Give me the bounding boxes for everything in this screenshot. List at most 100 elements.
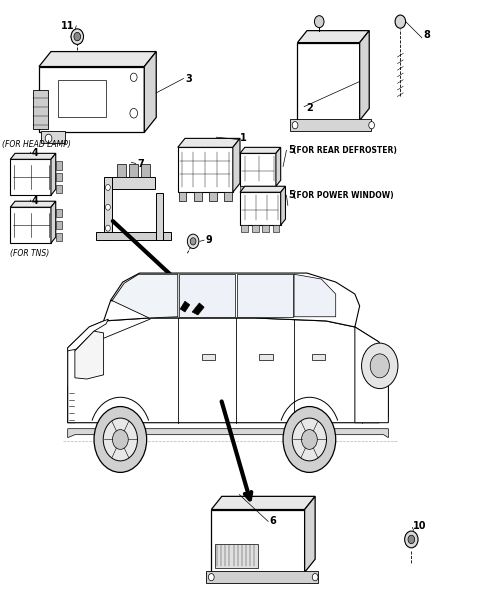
Circle shape (208, 574, 214, 581)
Text: 9: 9 (205, 235, 212, 245)
Text: 5: 5 (288, 190, 295, 200)
Polygon shape (68, 319, 108, 351)
Circle shape (103, 418, 137, 461)
Circle shape (187, 234, 199, 248)
Polygon shape (305, 496, 315, 572)
Bar (56, 221, 62, 229)
Bar (273, 224, 279, 232)
Bar (10, 207, 51, 243)
Bar (41, 131, 65, 143)
Bar (252, 224, 259, 232)
Polygon shape (294, 274, 336, 317)
Circle shape (130, 109, 138, 118)
Bar (178, 148, 233, 192)
Bar (10, 160, 51, 195)
Circle shape (106, 225, 110, 231)
Polygon shape (51, 154, 56, 195)
Text: 6: 6 (270, 517, 276, 526)
Polygon shape (68, 429, 388, 437)
Polygon shape (68, 384, 75, 423)
Circle shape (361, 343, 398, 389)
Bar (262, 224, 269, 232)
Circle shape (190, 238, 196, 245)
Circle shape (131, 73, 137, 82)
Polygon shape (211, 496, 315, 509)
Circle shape (314, 16, 324, 28)
Polygon shape (360, 31, 369, 121)
Circle shape (94, 407, 147, 472)
Bar (58, 80, 106, 118)
Bar (194, 191, 202, 200)
Bar (298, 43, 360, 121)
Text: (FOR REAR DEFROSTER): (FOR REAR DEFROSTER) (293, 146, 396, 155)
Polygon shape (104, 273, 360, 327)
Polygon shape (180, 301, 190, 312)
Text: 3: 3 (185, 74, 192, 83)
Circle shape (106, 204, 110, 210)
Polygon shape (298, 31, 369, 43)
Polygon shape (111, 274, 178, 318)
Bar (156, 193, 163, 240)
Bar (56, 209, 62, 217)
Bar (112, 177, 156, 189)
Text: 2: 2 (306, 103, 313, 113)
Bar (240, 154, 276, 186)
Circle shape (312, 574, 318, 581)
Circle shape (301, 430, 317, 449)
Bar (33, 91, 48, 130)
Polygon shape (39, 52, 156, 67)
Text: 8: 8 (423, 31, 430, 40)
Circle shape (71, 29, 84, 44)
Polygon shape (179, 274, 235, 317)
Polygon shape (281, 186, 286, 225)
Bar (206, 571, 318, 583)
Polygon shape (51, 201, 56, 243)
Circle shape (369, 122, 374, 129)
Bar (241, 224, 248, 232)
Circle shape (408, 535, 415, 544)
Bar (312, 355, 325, 360)
Bar (290, 119, 371, 131)
Bar (224, 191, 232, 200)
Bar (117, 164, 126, 177)
Bar (269, 185, 276, 193)
Circle shape (74, 32, 81, 41)
Bar (56, 173, 62, 181)
Circle shape (292, 122, 298, 129)
Bar (179, 191, 186, 200)
Polygon shape (192, 303, 204, 315)
Polygon shape (68, 318, 388, 423)
Bar (240, 185, 247, 193)
Text: 4: 4 (32, 148, 38, 158)
Text: 5: 5 (288, 145, 295, 155)
Circle shape (283, 407, 336, 472)
Text: 11: 11 (61, 21, 75, 31)
Circle shape (370, 354, 389, 378)
Text: 4: 4 (32, 196, 38, 206)
Polygon shape (237, 274, 293, 317)
Polygon shape (240, 148, 281, 154)
Polygon shape (10, 201, 56, 207)
Polygon shape (233, 139, 240, 192)
Bar (56, 233, 62, 241)
Text: 1: 1 (240, 133, 247, 143)
Bar (141, 164, 150, 177)
Text: 10: 10 (413, 521, 427, 531)
Polygon shape (276, 148, 281, 186)
Bar (211, 509, 305, 572)
Text: 7: 7 (137, 158, 144, 169)
Text: (FOR TNS): (FOR TNS) (10, 249, 49, 258)
Bar (56, 161, 62, 170)
Circle shape (112, 430, 128, 449)
Polygon shape (10, 154, 56, 160)
Bar (104, 177, 112, 240)
Polygon shape (144, 52, 156, 133)
Bar (202, 355, 215, 360)
Bar (240, 192, 281, 225)
Circle shape (395, 15, 406, 28)
Polygon shape (75, 331, 104, 379)
Bar (215, 544, 258, 568)
Circle shape (106, 184, 110, 190)
Circle shape (405, 531, 418, 548)
Text: (FOR POWER WINDOW): (FOR POWER WINDOW) (293, 191, 393, 200)
